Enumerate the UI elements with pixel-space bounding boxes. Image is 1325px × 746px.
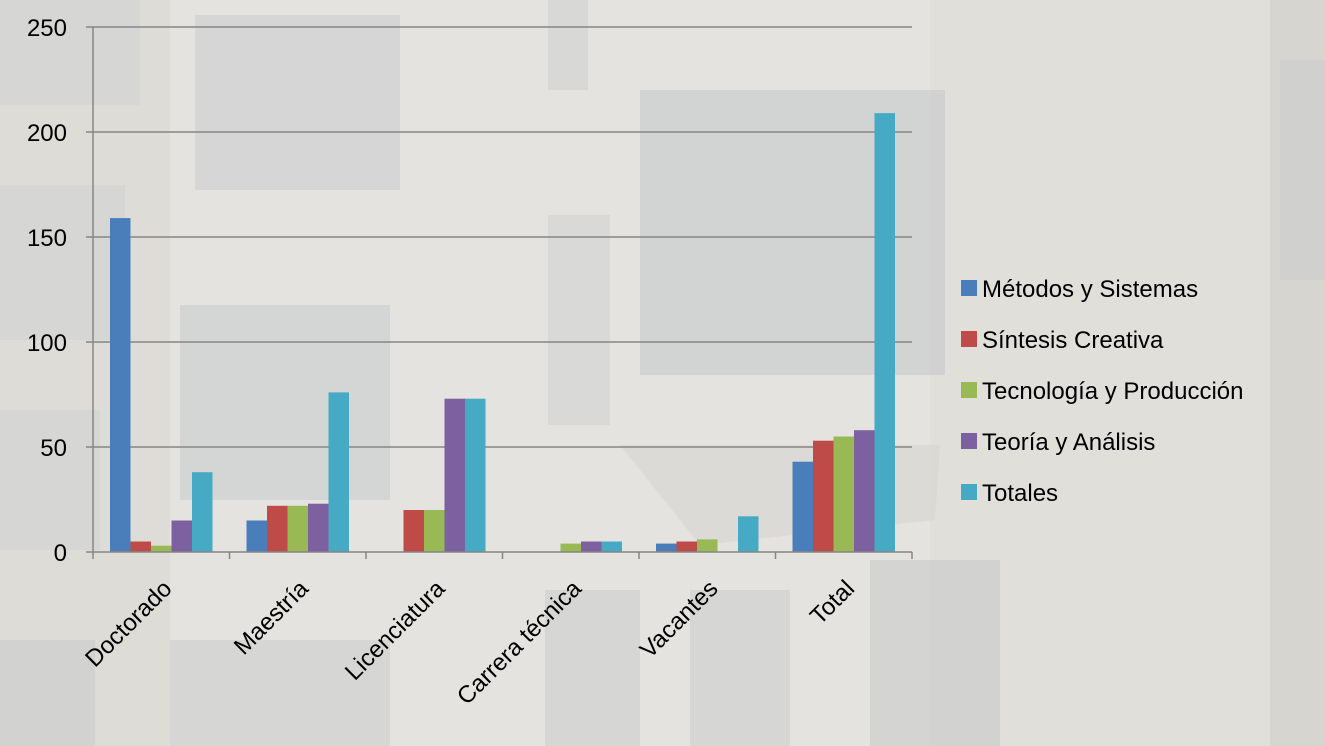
bar-1-4 [676, 541, 697, 552]
bar-0-0 [110, 218, 131, 552]
legend-label: Métodos y Sistemas [982, 276, 1198, 303]
bar-2-5 [833, 436, 854, 552]
x-category-label: Doctorado [80, 575, 177, 672]
bar-4-0 [192, 472, 213, 552]
bars-group [110, 113, 895, 552]
y-tick-label: 50 [40, 435, 67, 462]
bar-1-5 [813, 440, 834, 552]
bar-1-2 [403, 510, 424, 552]
bar-4-3 [601, 541, 622, 552]
bar-3-3 [581, 541, 602, 552]
legend-label: Tecnología y Producción [982, 378, 1244, 405]
y-tick-label: 0 [54, 540, 67, 567]
bar-4-4 [738, 516, 759, 552]
bar-2-2 [424, 510, 445, 552]
legend-swatch [961, 382, 977, 398]
bar-4-2 [465, 398, 486, 552]
bar-4-1 [328, 392, 349, 552]
legend-swatch [961, 433, 977, 449]
legend-label: Totales [982, 480, 1058, 507]
legend-label: Síntesis Creativa [982, 327, 1164, 354]
bar-3-2 [444, 398, 465, 552]
x-category-label: Carrera técnica [452, 575, 588, 711]
x-category-label: Vacantes [635, 575, 724, 664]
y-tick-label: 200 [27, 120, 67, 147]
legend-swatch [961, 280, 977, 296]
y-tick-labels: 0 50 100 150 200 250 [27, 15, 93, 567]
bar-1-0 [130, 541, 151, 552]
bar-1-1 [267, 505, 288, 552]
x-category-label: Total [805, 575, 860, 630]
bar-2-0 [151, 545, 172, 552]
bar-0-1 [246, 520, 267, 552]
bar-3-0 [171, 520, 192, 552]
bar-4-5 [874, 113, 895, 552]
gridlines [93, 26, 912, 448]
bar-0-4 [656, 543, 677, 552]
legend-swatch [961, 331, 977, 347]
axes [92, 27, 912, 553]
x-tick-labels: Doctorado Maestría Licenciatura Carrera téc… [80, 552, 913, 711]
bar-3-1 [308, 503, 329, 552]
legend-label: Teoría y Análisis [982, 429, 1155, 456]
legend-swatch [961, 484, 977, 500]
legend: Métodos y Sistemas Síntesis Creativa Tecno… [961, 276, 1244, 507]
x-category-label: Maestría [229, 575, 315, 661]
bar-3-5 [854, 430, 875, 552]
y-tick-label: 100 [27, 330, 67, 357]
bar-0-5 [792, 461, 813, 552]
y-tick-label: 250 [27, 15, 67, 42]
bar-2-4 [697, 539, 718, 552]
bar-2-3 [560, 543, 581, 552]
y-tick-label: 150 [27, 225, 67, 252]
x-category-label: Licenciatura [340, 575, 451, 686]
bar-2-1 [287, 505, 308, 552]
